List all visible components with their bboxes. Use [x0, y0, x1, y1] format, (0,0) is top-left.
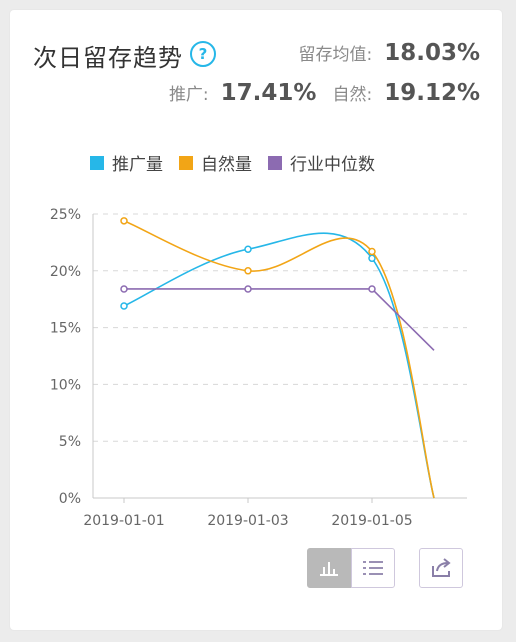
x-tick-label: 2019-01-01 [83, 513, 164, 529]
retention-card [10, 10, 502, 630]
data-point-natural [368, 247, 376, 256]
series-line-promo [123, 232, 435, 499]
data-point-industry-median [368, 285, 376, 293]
data-point-natural [120, 217, 128, 225]
bar-chart-icon [320, 562, 338, 576]
x-tick-label: 2019-01-03 [207, 513, 288, 529]
data-point-natural [244, 267, 252, 275]
x-tick-label: 2019-01-05 [331, 513, 412, 529]
y-tick-label: 5% [59, 434, 81, 450]
legend-label-promo: 推广量 [112, 155, 163, 175]
chart-view-button[interactable] [307, 548, 351, 588]
data-point-industry-median [120, 285, 128, 293]
data-point-industry-median [244, 285, 252, 293]
share-export-icon [432, 558, 451, 577]
series-line-industry-median [124, 288, 435, 351]
legend-swatch-promo [90, 155, 104, 170]
y-tick-label: 25% [50, 207, 81, 223]
legend-item-natural[interactable]: 自然量 [179, 150, 252, 175]
list-view-button[interactable] [351, 548, 395, 588]
view-toggle [307, 548, 395, 588]
y-tick-label: 0% [59, 491, 81, 507]
average-retention-value: 18.03% [384, 40, 480, 66]
y-tick-label: 20% [50, 264, 81, 280]
export-button[interactable] [419, 548, 463, 588]
legend-label-natural: 自然量 [201, 155, 252, 175]
legend-item-promo[interactable]: 推广量 [90, 150, 163, 175]
list-icon [363, 561, 383, 575]
page-title: 次日留存趋势 [33, 44, 183, 72]
natural-retention-value: 19.12% [384, 80, 480, 106]
natural-retention-label: 自然: [332, 85, 373, 105]
average-retention: 留存均值: 18.03% [298, 40, 480, 66]
y-tick-label: 15% [50, 321, 81, 337]
help-icon[interactable]: ? [190, 41, 216, 67]
data-point-promo [244, 245, 252, 253]
average-retention-label: 留存均值: [298, 45, 373, 65]
data-point-promo [368, 254, 376, 263]
legend-swatch-natural [179, 155, 193, 170]
series-line-natural [123, 220, 435, 499]
legend-item-industry-median[interactable]: 行业中位数 [268, 150, 375, 175]
legend-swatch-industry-median [268, 155, 282, 170]
retention-breakdown: 推广: 17.41% 自然: 19.12% [169, 80, 480, 106]
export-toolbar [419, 548, 463, 588]
promo-retention-value: 17.41% [220, 80, 317, 106]
data-point-promo [120, 302, 128, 310]
chart-legend: 推广量 自然量 行业中位数 [90, 150, 391, 175]
y-tick-label: 10% [50, 377, 81, 393]
promo-retention-label: 推广: [168, 85, 209, 105]
legend-label-industry-median: 行业中位数 [290, 155, 375, 175]
